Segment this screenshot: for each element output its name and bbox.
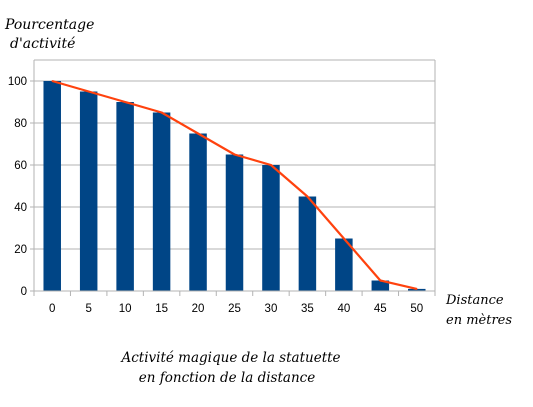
line-point (379, 279, 382, 282)
x-tick-label: 40 (337, 303, 350, 315)
line-point (197, 132, 199, 135)
x-tick-label: 25 (228, 303, 241, 315)
y-tick-label: 80 (14, 118, 27, 130)
y-tick-label: 40 (14, 202, 27, 214)
bar (79, 91, 98, 291)
line-series (51, 79, 418, 290)
x-axis-label-line-1: Distance (445, 293, 504, 308)
x-tick-label: 20 (192, 303, 205, 315)
x-tick-label: 50 (410, 303, 423, 315)
y-tick-label: 20 (14, 244, 27, 256)
y-tick-label: 0 (21, 286, 27, 298)
x-tick-label: 35 (301, 303, 314, 315)
x-axis-label-line-2: en mètres (446, 313, 512, 328)
line-point (233, 153, 236, 156)
y-tick-label: 60 (14, 160, 27, 172)
x-tick-labels: 0 5 10 15 20 25 30 35 40 45 50 (49, 303, 423, 315)
x-tick-label: 45 (374, 303, 387, 315)
x-tick-label: 15 (155, 303, 168, 315)
y-tick-labels: 0 20 40 60 80 100 (8, 76, 27, 298)
bar (43, 81, 61, 291)
bar (408, 288, 426, 291)
line-point (160, 111, 163, 114)
y-axis-label-line-2: d'activité (10, 36, 75, 52)
bar (262, 165, 280, 291)
line-point (51, 80, 54, 82)
bar (152, 112, 171, 291)
bar (371, 280, 390, 291)
y-axis-label-line-1: Pourcentage (4, 17, 94, 33)
x-tick-label: 30 (265, 303, 278, 315)
bar (225, 154, 244, 291)
chart-title-line-2: en fonction de la distance (139, 370, 315, 386)
bar (189, 133, 207, 291)
x-tick-label: 10 (119, 303, 132, 315)
chart-title-line-1: Activité magique de la statuette (119, 350, 340, 366)
bar (335, 238, 353, 291)
line-point (124, 101, 126, 103)
y-tick-label: 100 (8, 76, 27, 88)
line-point (270, 164, 272, 166)
bar-series (43, 81, 426, 291)
line-point (415, 288, 418, 290)
line-point (343, 237, 345, 240)
axes (30, 60, 436, 296)
line-point (87, 90, 90, 93)
x-tick-label: 5 (85, 303, 91, 315)
bar (298, 196, 317, 291)
x-tick-label: 0 (49, 303, 55, 315)
bar (116, 102, 134, 291)
line-point (306, 195, 309, 198)
